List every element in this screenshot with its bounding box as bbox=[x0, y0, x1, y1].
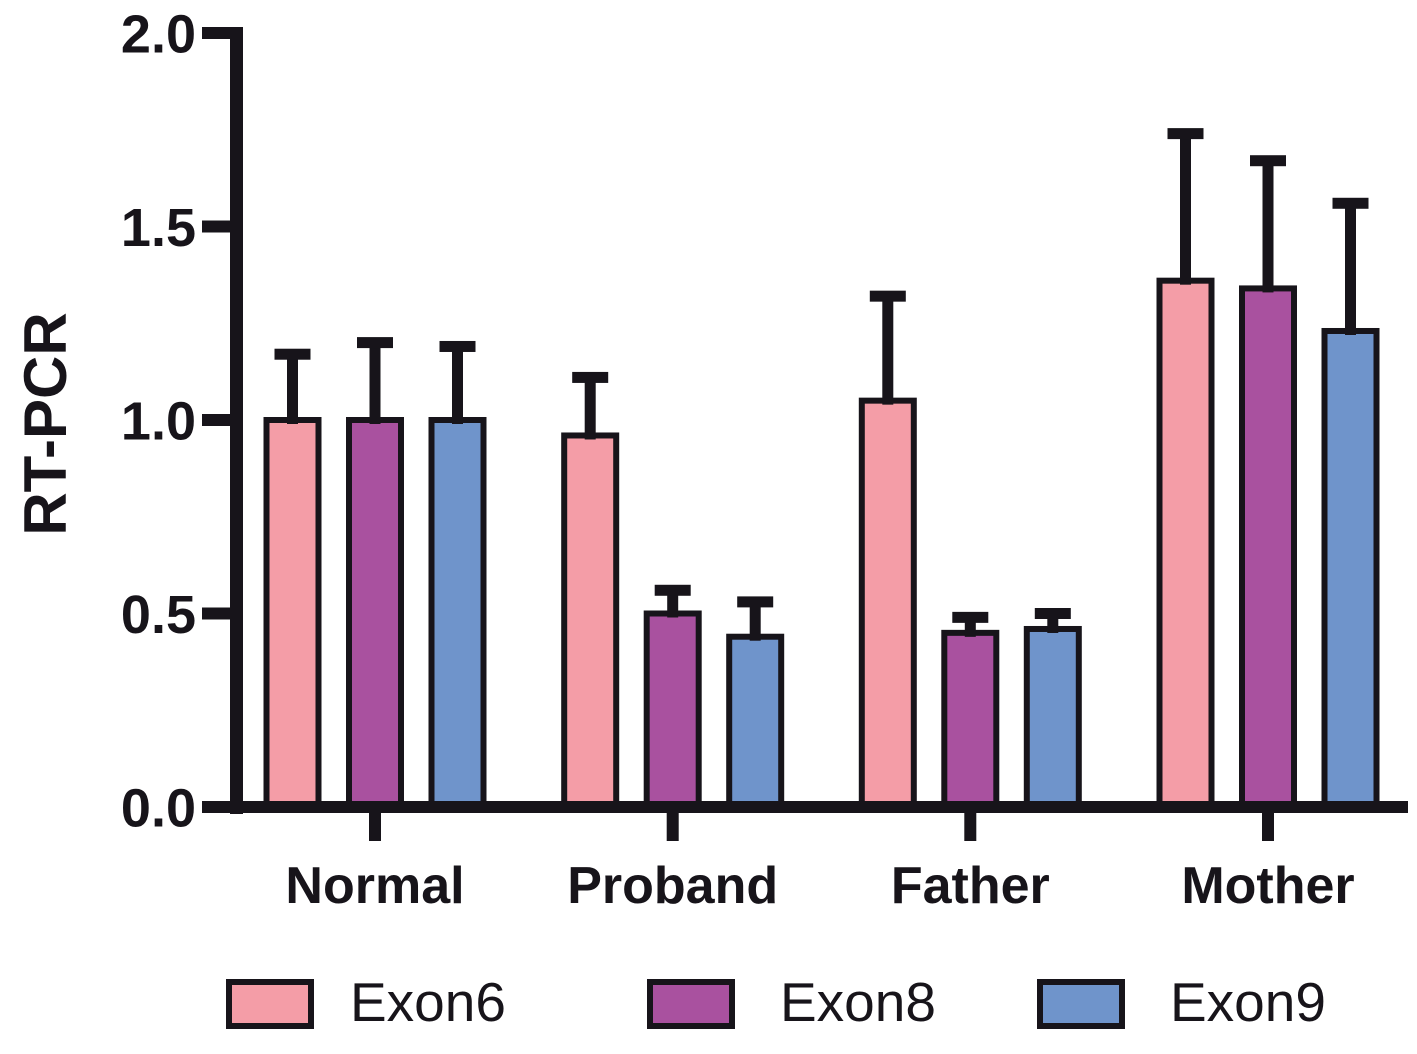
error-bar-cap-exon8-father bbox=[952, 611, 989, 623]
error-bar-line-exon8-normal bbox=[369, 342, 381, 424]
error-bar-cap-exon9-father bbox=[1034, 608, 1071, 619]
error-bar-cap-exon6-proband bbox=[572, 371, 609, 383]
y-tick-label-2.0: 2.0 bbox=[121, 4, 196, 64]
error-bar-cap-exon8-proband bbox=[654, 584, 691, 596]
legend-label-exon9: Exon9 bbox=[1170, 971, 1326, 1033]
error-bar-line-exon9-father bbox=[1047, 613, 1059, 633]
error-bar-line-exon8-father bbox=[964, 617, 976, 637]
error-bar-line-exon6-proband bbox=[584, 377, 596, 440]
bar-exon6-normal bbox=[263, 417, 322, 813]
y-tick-label-1.5: 1.5 bbox=[121, 198, 196, 258]
y-axis-title: RT-PCR bbox=[12, 312, 79, 535]
legend: Exon6 Exon8 Exon9 bbox=[226, 971, 1326, 1033]
error-bar-line-exon6-father bbox=[882, 296, 894, 405]
bar-exon9-proband bbox=[726, 633, 785, 813]
error-bar-cap-exon9-mother bbox=[1332, 197, 1369, 209]
error-bar-line-exon8-proband bbox=[667, 590, 679, 618]
error-bar-cap-exon6-father bbox=[869, 290, 906, 302]
bar-exon6-proband bbox=[561, 432, 620, 813]
category-label-mother: Mother bbox=[1181, 857, 1354, 915]
bar-exon6-father bbox=[858, 397, 917, 813]
y-tick-0.5 bbox=[202, 607, 230, 620]
error-bar-cap-exon6-normal bbox=[274, 348, 311, 360]
legend-swatch-exon9 bbox=[1037, 979, 1125, 1029]
category-label-normal: Normal bbox=[285, 857, 464, 915]
bar-exon8-father bbox=[941, 629, 1000, 813]
bar-exon8-proband bbox=[643, 610, 702, 813]
error-bar-line-exon8-mother bbox=[1262, 160, 1274, 293]
legend-label-exon8: Exon8 bbox=[780, 971, 936, 1033]
bar-exon8-mother bbox=[1239, 285, 1297, 814]
x-tick-mother bbox=[1262, 813, 1274, 841]
category-label-father: Father bbox=[891, 857, 1050, 915]
error-bar-line-exon9-proband bbox=[749, 601, 761, 641]
error-bar-cap-exon8-normal bbox=[357, 337, 393, 349]
y-tick-label-1.0: 1.0 bbox=[121, 391, 196, 451]
legend-label-exon6: Exon6 bbox=[350, 971, 506, 1033]
y-tick-label-0.5: 0.5 bbox=[121, 585, 196, 645]
x-tick-normal bbox=[369, 813, 381, 841]
y-tick-1.0 bbox=[202, 414, 230, 426]
error-bar-cap-exon9-proband bbox=[737, 596, 774, 608]
y-tick-1.5 bbox=[202, 220, 230, 233]
axis-labels-layer: 0.0 0.5 1.0 1.5 2.0 Normal Proband Father Mother bbox=[121, 4, 1355, 915]
y-axis-line bbox=[230, 27, 243, 814]
error-bar-line-exon9-mother bbox=[1345, 203, 1356, 335]
bar-exon8-normal bbox=[346, 417, 404, 813]
axes-layer bbox=[202, 27, 1408, 841]
bars-layer bbox=[263, 277, 1380, 814]
legend-swatch-exon8 bbox=[647, 979, 735, 1029]
error-bar-cap-exon8-mother bbox=[1250, 155, 1286, 167]
error-bar-line-exon9-normal bbox=[452, 346, 463, 424]
bar-exon9-mother bbox=[1321, 327, 1380, 813]
bar-exon9-father bbox=[1023, 625, 1082, 813]
error-bars-layer bbox=[274, 128, 1369, 641]
error-bar-cap-exon6-mother bbox=[1167, 128, 1204, 140]
x-tick-proband bbox=[666, 813, 679, 841]
y-tick-0.0 bbox=[202, 801, 230, 813]
category-label-proband: Proband bbox=[567, 857, 778, 915]
error-bar-line-exon6-normal bbox=[287, 354, 298, 424]
y-tick-label-0.0: 0.0 bbox=[121, 778, 196, 838]
x-tick-father bbox=[964, 813, 977, 841]
bar-exon6-mother bbox=[1156, 277, 1215, 813]
error-bar-line-exon6-mother bbox=[1180, 133, 1191, 285]
y-tick-2.0 bbox=[202, 27, 230, 39]
bar-exon9-normal bbox=[428, 417, 487, 813]
x-axis-line bbox=[230, 801, 1408, 813]
error-bar-cap-exon9-normal bbox=[439, 340, 476, 352]
legend-swatch-exon6 bbox=[226, 979, 314, 1029]
